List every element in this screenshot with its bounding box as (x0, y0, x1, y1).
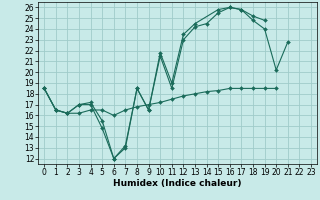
X-axis label: Humidex (Indice chaleur): Humidex (Indice chaleur) (113, 179, 242, 188)
